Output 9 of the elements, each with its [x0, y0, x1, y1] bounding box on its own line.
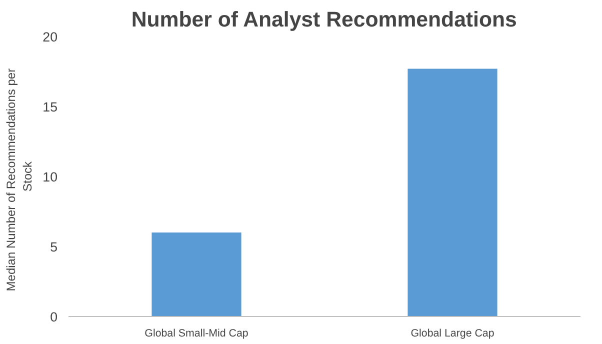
y-tick-label: 15 — [42, 100, 58, 114]
y-tick-label: 10 — [42, 170, 58, 184]
x-tick-label: Global Large Cap — [410, 328, 494, 340]
x-tick-label: Global Small-Mid Cap — [144, 328, 248, 340]
y-tick-label: 0 — [50, 310, 58, 324]
chart-title: Number of Analyst Recommendations — [131, 8, 517, 32]
y-tick-label: 5 — [50, 240, 58, 254]
y-tick-label: 20 — [42, 30, 58, 44]
y-axis-title: Median Number of Recommendations per Stock — [4, 68, 35, 292]
